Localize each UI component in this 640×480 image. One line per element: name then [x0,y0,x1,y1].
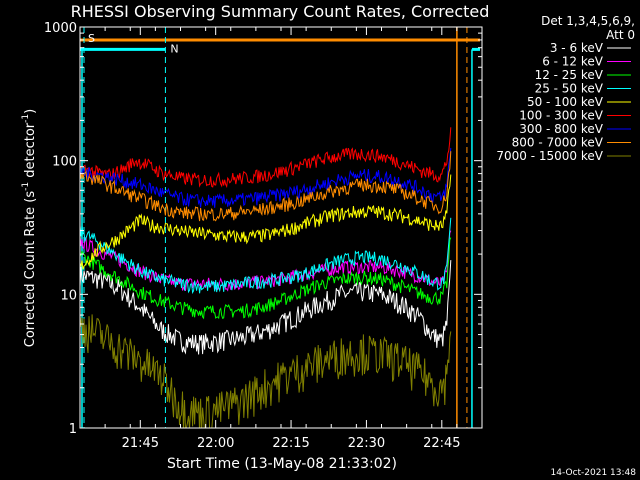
x-tick-label: 22:15 [272,436,309,451]
x-tick-label: 21:45 [122,436,159,451]
flag-label: S [88,32,95,45]
legend-entry-label: 25 - 50 keV [535,82,604,96]
series-line [80,237,452,320]
series-line [80,217,452,295]
legend-entry-label: 6 - 12 keV [542,55,604,69]
y-tick-label: 100 [52,155,77,170]
legend-entry-label: 12 - 25 keV [535,68,604,82]
series-line [80,147,452,208]
y-axis-label-sup1: -1 [21,182,31,191]
series-lines [80,127,452,428]
legend-entry-label: 50 - 100 keV [527,95,604,109]
legend-entry-label: 100 - 300 keV [519,109,603,123]
y-tick-label: 1000 [44,21,77,36]
series-line [80,174,452,270]
footer-timestamp: 14-Oct-2021 13:48 [551,468,637,478]
y-axis-label: Corrected Count Rate (s-1 detector-1) [21,109,38,347]
observing-flags: SN [80,27,480,428]
x-axis-label: Start Time (13-May-08 21:33:02) [167,456,397,472]
flag-label: N [170,42,178,55]
y-axis-label-main: Corrected Count Rate (s [23,191,38,348]
x-tick-label: 22:30 [348,436,385,451]
x-tick-label: 22:00 [197,436,234,451]
legend-entry-label: 7000 - 15000 keV [496,149,603,163]
legend-entry-label: 300 - 800 keV [519,122,603,136]
chart-title: RHESSI Observing Summary Count Rates, Co… [71,2,490,21]
series-line [80,314,452,428]
series-line [80,260,452,355]
y-tick-label: 1 [69,422,77,437]
y-axis: 1 10 100 1000 [44,21,482,437]
y-axis-label-end: ) [23,109,38,114]
legend-entry-label: 800 - 7000 keV [512,136,604,150]
x-axis: 21:45 22:00 22:15 22:30 22:45 [79,27,483,451]
y-axis-label-mid: detector [23,122,38,182]
series-line [80,127,452,189]
legend-entry-label: 3 - 6 keV [550,41,604,55]
x-tick-label: 22:45 [423,436,460,451]
y-tick-label: 10 [60,288,77,303]
y-axis-label-sup2: -1 [21,114,31,123]
legend-header-line2: Att 0 [606,28,635,42]
series-line [80,151,452,222]
legend-header-line1: Det 1,3,4,5,6,9, [541,14,635,28]
